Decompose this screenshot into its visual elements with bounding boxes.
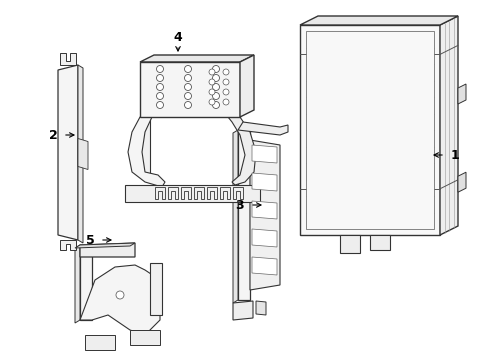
Text: 3: 3 [235, 198, 244, 212]
Polygon shape [75, 245, 80, 323]
Polygon shape [181, 187, 191, 199]
Polygon shape [130, 330, 160, 345]
Circle shape [212, 75, 219, 81]
Circle shape [184, 93, 191, 99]
Circle shape [223, 99, 228, 105]
Circle shape [156, 84, 163, 90]
Polygon shape [457, 84, 465, 104]
Polygon shape [251, 257, 276, 275]
Circle shape [184, 102, 191, 108]
Polygon shape [232, 130, 238, 303]
Polygon shape [251, 201, 276, 219]
Polygon shape [457, 172, 465, 192]
Polygon shape [80, 243, 135, 257]
Polygon shape [369, 235, 389, 250]
Polygon shape [78, 65, 83, 243]
Polygon shape [206, 187, 217, 199]
Circle shape [212, 66, 219, 72]
Polygon shape [299, 16, 457, 25]
Polygon shape [140, 62, 240, 117]
Polygon shape [128, 117, 164, 187]
Polygon shape [249, 140, 280, 290]
Circle shape [223, 89, 228, 95]
Polygon shape [80, 265, 160, 335]
Polygon shape [155, 187, 164, 199]
Circle shape [156, 102, 163, 108]
Text: 4: 4 [173, 31, 182, 44]
Polygon shape [305, 31, 433, 229]
Polygon shape [78, 139, 88, 170]
Polygon shape [85, 335, 115, 350]
Circle shape [223, 69, 228, 75]
Polygon shape [299, 25, 439, 235]
Polygon shape [150, 263, 162, 315]
Circle shape [212, 93, 219, 99]
Circle shape [208, 69, 215, 75]
Text: 1: 1 [450, 149, 458, 162]
Circle shape [212, 84, 219, 90]
Text: 2: 2 [48, 129, 57, 141]
Polygon shape [251, 173, 276, 191]
Circle shape [223, 79, 228, 85]
Polygon shape [232, 187, 243, 199]
Polygon shape [194, 187, 203, 199]
Circle shape [156, 66, 163, 72]
Polygon shape [256, 301, 265, 315]
Polygon shape [339, 235, 359, 253]
Circle shape [184, 66, 191, 72]
Polygon shape [75, 243, 135, 248]
Circle shape [208, 89, 215, 95]
Polygon shape [238, 122, 287, 135]
Circle shape [212, 102, 219, 108]
Circle shape [116, 291, 124, 299]
Polygon shape [60, 53, 76, 65]
Polygon shape [238, 130, 249, 300]
Polygon shape [240, 55, 253, 117]
Polygon shape [220, 187, 229, 199]
Polygon shape [80, 245, 92, 320]
Polygon shape [58, 65, 78, 240]
Text: 5: 5 [85, 234, 94, 247]
Circle shape [156, 93, 163, 99]
Polygon shape [60, 240, 76, 250]
Polygon shape [251, 145, 276, 163]
Circle shape [208, 79, 215, 85]
Polygon shape [140, 55, 253, 62]
Circle shape [156, 75, 163, 81]
Polygon shape [168, 187, 178, 199]
Polygon shape [140, 117, 150, 177]
Polygon shape [439, 16, 457, 235]
Polygon shape [251, 229, 276, 247]
Polygon shape [227, 117, 256, 185]
Circle shape [208, 99, 215, 105]
Polygon shape [232, 301, 252, 320]
Circle shape [184, 84, 191, 90]
Circle shape [184, 75, 191, 81]
Polygon shape [125, 185, 260, 202]
